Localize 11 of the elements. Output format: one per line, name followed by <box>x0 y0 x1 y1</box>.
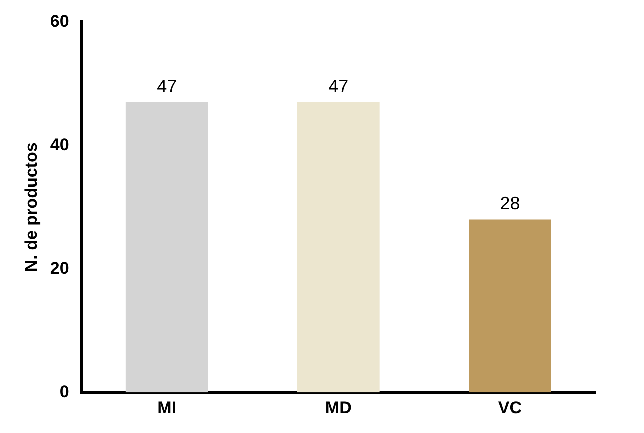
data-label: 47 <box>157 76 178 96</box>
y-tick-label: 20 <box>50 258 70 278</box>
x-tick-label: VC <box>498 398 522 418</box>
data-label: 28 <box>500 194 520 214</box>
y-tick-label: 60 <box>50 12 70 31</box>
x-tick-label: MD <box>325 398 352 418</box>
x-tick-label: MI <box>158 398 177 418</box>
data-label: 47 <box>328 76 349 96</box>
y-axis-title: N. de productos <box>22 142 41 272</box>
y-tick-label: 40 <box>50 135 70 154</box>
y-tick-label: 0 <box>60 382 70 402</box>
